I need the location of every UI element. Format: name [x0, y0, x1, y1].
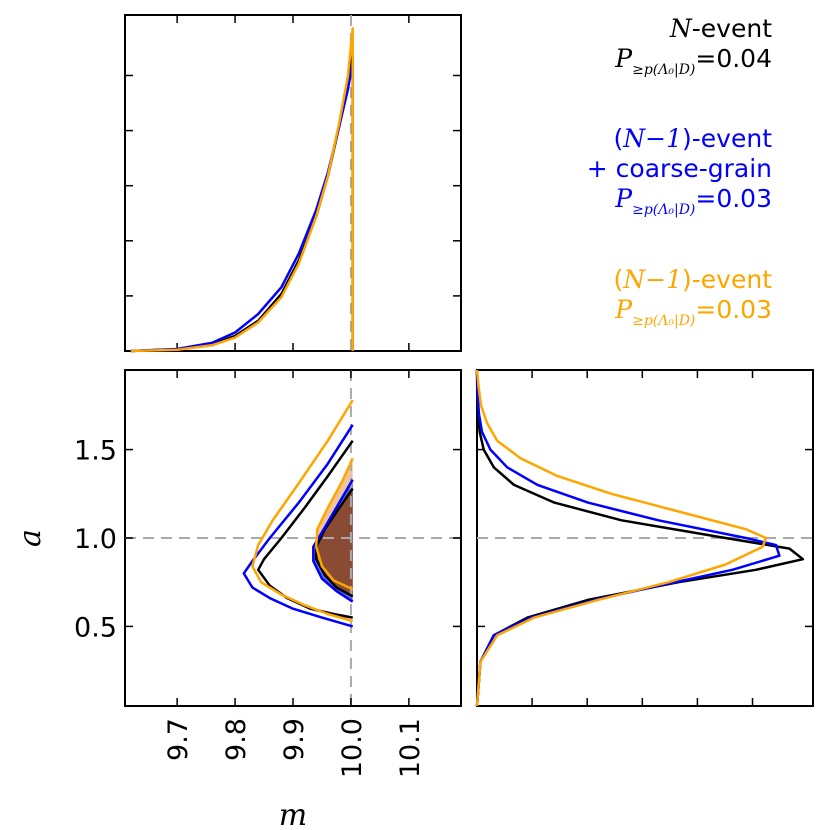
- panel-marginal-a: [475, 369, 814, 707]
- legend-n1-pvalue: P≥p(Λ₀|D)=0.03: [614, 295, 772, 336]
- legend-cg-line2: + coarse-grain: [586, 154, 772, 183]
- legend-n1-title-var: N−1: [623, 265, 683, 294]
- legend-n1-title-rest: )-event: [682, 265, 772, 294]
- p-symbol: P: [615, 184, 633, 213]
- y-tick-label: 1.0: [74, 524, 117, 555]
- panel-marginal-m: [124, 14, 462, 353]
- x-tick-label: 9.7: [163, 718, 194, 761]
- marginal-a-line: [475, 369, 805, 707]
- p-value: =0.04: [695, 44, 772, 73]
- panel-joint: 9.7 9.8 9.9 10.0 10.1 0.5 1.0 1.5 m a: [13, 369, 462, 830]
- p-value: =0.03: [695, 295, 772, 324]
- legend-cg-title-var: N−1: [623, 124, 683, 153]
- x-tick-label: 9.8: [221, 718, 252, 761]
- contour-line: [314, 457, 354, 591]
- legend-cg-pvalue: P≥p(Λ₀|D)=0.03: [587, 184, 772, 225]
- y-axis-label: a: [13, 529, 48, 547]
- legend-coarse-grain: (N−1)-event + coarse-grain P≥p(Λ₀|D)=0.0…: [587, 124, 772, 225]
- x-tick-label: 10.0: [337, 718, 368, 778]
- y-tick-label: 1.5: [74, 436, 117, 467]
- legend-n-event: N-event P≥p(Λ₀|D)=0.04: [615, 14, 772, 85]
- legend-n-title-rest: -event: [691, 14, 772, 43]
- marginal-a-line: [475, 369, 781, 707]
- p-subscript: ≥p(Λ₀|D): [632, 62, 696, 78]
- legend-n-title-var: N: [669, 14, 692, 43]
- legend-n1-event: (N−1)-event P≥p(Λ₀|D)=0.03: [614, 265, 772, 336]
- contour-line: [251, 399, 354, 623]
- x-tick-label: 10.1: [395, 718, 426, 778]
- marginal-m-line: [130, 27, 354, 353]
- x-axis-label: m: [279, 798, 307, 830]
- x-tick-label: 9.9: [279, 718, 310, 761]
- p-symbol: P: [615, 44, 633, 73]
- legend-n1-paren: (: [613, 265, 624, 294]
- contour-line: [242, 424, 354, 628]
- legend-cg-title-rest: )-event: [682, 124, 772, 153]
- marginal-a-line: [475, 369, 768, 707]
- contour-line: [312, 478, 354, 603]
- marginal-m-line: [130, 60, 354, 353]
- p-symbol: P: [615, 295, 633, 324]
- contour-line: [314, 487, 354, 598]
- p-value: =0.03: [695, 184, 772, 213]
- legend-n-pvalue: P≥p(Λ₀|D)=0.04: [615, 44, 772, 85]
- y-tick-label: 0.5: [74, 612, 117, 643]
- p-subscript: ≥p(Λ₀|D): [632, 202, 696, 218]
- legend-cg-paren: (: [613, 124, 624, 153]
- p-subscript: ≥p(Λ₀|D): [632, 313, 696, 329]
